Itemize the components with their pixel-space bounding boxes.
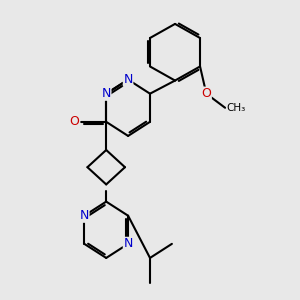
Text: N: N xyxy=(80,209,89,222)
Text: N: N xyxy=(101,87,111,100)
Text: O: O xyxy=(201,87,211,100)
Text: N: N xyxy=(123,237,133,250)
Text: CH₃: CH₃ xyxy=(227,103,246,113)
Text: O: O xyxy=(70,115,80,128)
Text: N: N xyxy=(123,73,133,86)
